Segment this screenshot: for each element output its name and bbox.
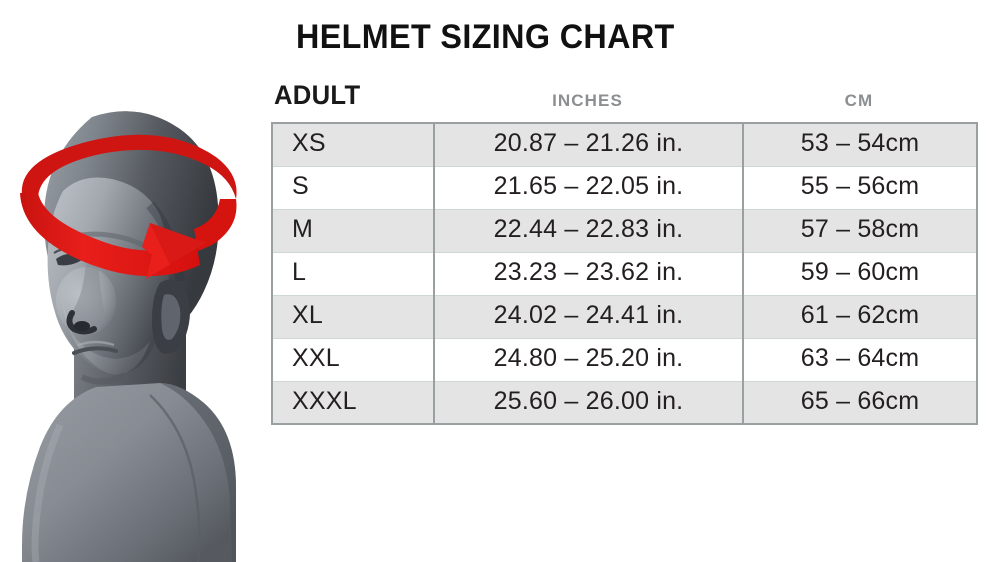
measuring-arrow-head xyxy=(142,223,206,279)
table-row: S 21.65 – 22.05 in. 55 – 56cm xyxy=(271,165,978,210)
mannequin-bust-highlight xyxy=(31,423,64,562)
table-row: XL 24.02 – 24.41 in. 61 – 62cm xyxy=(271,294,978,339)
cell-inches: 24.80 – 25.20 in. xyxy=(433,337,744,382)
cell-cm: 55 – 56cm xyxy=(742,165,978,210)
table-row: M 22.44 – 22.83 in. 57 – 58cm xyxy=(271,208,978,253)
column-header-size: ADULT xyxy=(274,80,361,110)
table-row: XXXL 25.60 – 26.00 in. 65 – 66cm xyxy=(271,380,978,425)
column-header-cm: CM xyxy=(844,91,874,110)
table-column-headers: ADULT INCHES CM xyxy=(271,80,976,118)
cell-inches: 20.87 – 21.26 in. xyxy=(433,122,744,167)
cell-size: XL xyxy=(271,294,435,339)
sizing-table-body: XS 20.87 – 21.26 in. 53 – 54cm S 21.65 – 22.… xyxy=(271,122,978,425)
mannequin-head-illustration xyxy=(0,95,262,562)
cell-cm: 53 – 54cm xyxy=(742,122,978,167)
cell-inches: 23.23 – 23.62 in. xyxy=(433,251,744,296)
cell-cm: 65 – 66cm xyxy=(742,380,978,425)
mannequin-bust-edge xyxy=(149,394,201,562)
measuring-arrow-right-bend xyxy=(194,199,237,251)
table-row: XS 20.87 – 21.26 in. 53 – 54cm xyxy=(271,122,978,167)
page-title: HELMET SIZING CHART xyxy=(296,18,675,56)
cell-size: S xyxy=(271,165,435,210)
cell-cm: 63 – 64cm xyxy=(742,337,978,382)
mannequin-chin-shadow xyxy=(80,372,126,385)
cell-size: M xyxy=(271,208,435,253)
mannequin-nose xyxy=(70,261,105,332)
cell-size: XXL xyxy=(271,337,435,382)
table-row: XXL 24.80 – 25.20 in. 63 – 64cm xyxy=(271,337,978,382)
mannequin-bust-shadow xyxy=(160,383,236,562)
cell-inches: 25.60 – 26.00 in. xyxy=(433,380,744,425)
mannequin-jaw xyxy=(62,301,150,375)
mannequin-ear-inner xyxy=(161,294,181,340)
cell-cm: 57 – 58cm xyxy=(742,208,978,253)
mannequin-bust xyxy=(22,383,236,562)
column-header-inches: INCHES xyxy=(552,91,623,110)
table-row: L 23.23 – 23.62 in. 59 – 60cm xyxy=(271,251,978,296)
measuring-arrow-back-band xyxy=(21,134,237,199)
cell-inches: 22.44 – 22.83 in. xyxy=(433,208,744,253)
helmet-sizing-table: XS 20.87 – 21.26 in. 53 – 54cm S 21.65 – 22.… xyxy=(271,122,978,425)
cell-inches: 24.02 – 24.41 in. xyxy=(433,294,744,339)
mannequin-nostril xyxy=(74,321,90,331)
cell-size: L xyxy=(271,251,435,296)
mannequin-mouth xyxy=(72,346,118,355)
cell-cm: 59 – 60cm xyxy=(742,251,978,296)
cell-cm: 61 – 62cm xyxy=(742,294,978,339)
cell-inches: 21.65 – 22.05 in. xyxy=(433,165,744,210)
mannequin-nose-shadow xyxy=(66,310,97,335)
measuring-arrow-head-shade xyxy=(150,223,206,265)
mannequin-lip-highlight xyxy=(77,340,115,347)
cell-size: XXXL xyxy=(271,380,435,425)
cell-size: XS xyxy=(271,122,435,167)
